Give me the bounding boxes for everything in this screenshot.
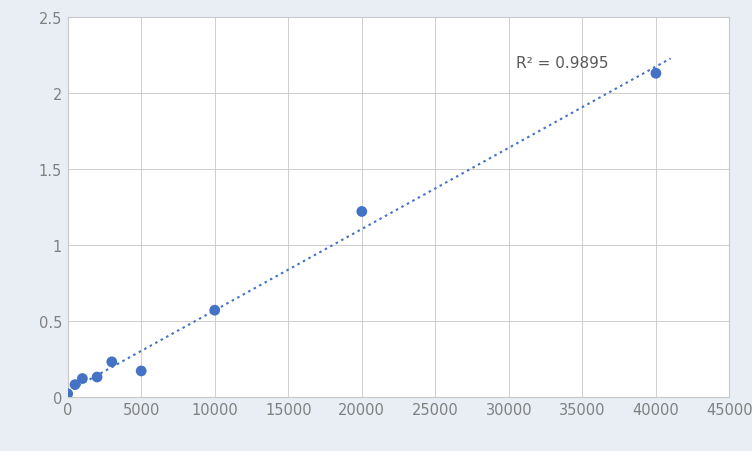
Text: R² = 0.9895: R² = 0.9895 [516, 56, 608, 71]
Point [106, 359, 118, 366]
Point [135, 368, 147, 375]
Point [62, 390, 74, 397]
Point [91, 373, 103, 381]
Point [650, 70, 662, 78]
Point [69, 381, 81, 388]
Point [77, 375, 89, 382]
Point [356, 208, 368, 216]
Point [209, 307, 221, 314]
